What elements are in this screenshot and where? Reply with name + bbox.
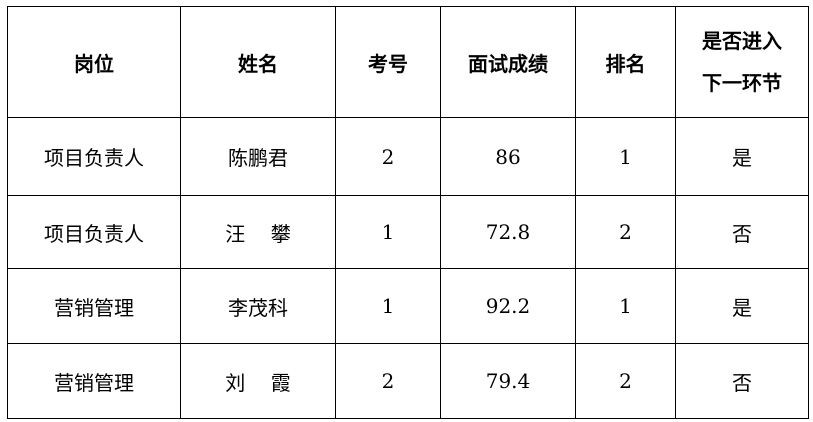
cell-advance: 是 — [675, 268, 809, 344]
header-interview-score: 面试成绩 — [440, 6, 576, 118]
cell-score: 79.4 — [440, 343, 576, 419]
cell-position: 营销管理 — [7, 268, 181, 344]
header-position: 岗位 — [7, 6, 181, 118]
header-exam-number: 考号 — [335, 6, 441, 118]
header-name: 姓名 — [180, 6, 336, 118]
table-row: 营销管理 李茂科 1 92.2 1 是 — [7, 268, 809, 344]
cell-exam-number: 2 — [335, 343, 441, 419]
cell-name: 汪 攀 — [180, 195, 336, 269]
cell-score: 92.2 — [440, 268, 576, 344]
cell-advance: 否 — [675, 343, 809, 419]
table-row: 项目负责人 汪 攀 1 72.8 2 否 — [7, 195, 809, 269]
header-rank: 排名 — [575, 6, 676, 118]
header-advance: 是否进入 下一环节 — [675, 6, 809, 118]
cell-position: 项目负责人 — [7, 117, 181, 196]
table-row: 项目负责人 陈鹏君 2 86 1 是 — [7, 117, 809, 196]
cell-name: 刘 霞 — [180, 343, 336, 419]
header-row: 岗位 姓名 考号 面试成绩 排名 是否进入 下一环节 — [7, 6, 809, 118]
cell-name: 李茂科 — [180, 268, 336, 344]
cell-position: 营销管理 — [7, 343, 181, 419]
header-advance-line2: 下一环节 — [702, 71, 782, 95]
cell-rank: 1 — [575, 117, 676, 196]
cell-rank: 2 — [575, 195, 676, 269]
results-table: 岗位 姓名 考号 面试成绩 排名 是否进入 下一环节 项目负责人 陈鹏君 2 8… — [7, 6, 809, 419]
cell-name: 陈鹏君 — [180, 117, 336, 196]
cell-rank: 1 — [575, 268, 676, 344]
cell-exam-number: 2 — [335, 117, 441, 196]
cell-rank: 2 — [575, 343, 676, 419]
cell-exam-number: 1 — [335, 195, 441, 269]
cell-score: 86 — [440, 117, 576, 196]
cell-position: 项目负责人 — [7, 195, 181, 269]
cell-score: 72.8 — [440, 195, 576, 269]
cell-exam-number: 1 — [335, 268, 441, 344]
header-advance-line1: 是否进入 — [702, 29, 782, 53]
cell-advance: 是 — [675, 117, 809, 196]
table-row: 营销管理 刘 霞 2 79.4 2 否 — [7, 343, 809, 419]
cell-advance: 否 — [675, 195, 809, 269]
